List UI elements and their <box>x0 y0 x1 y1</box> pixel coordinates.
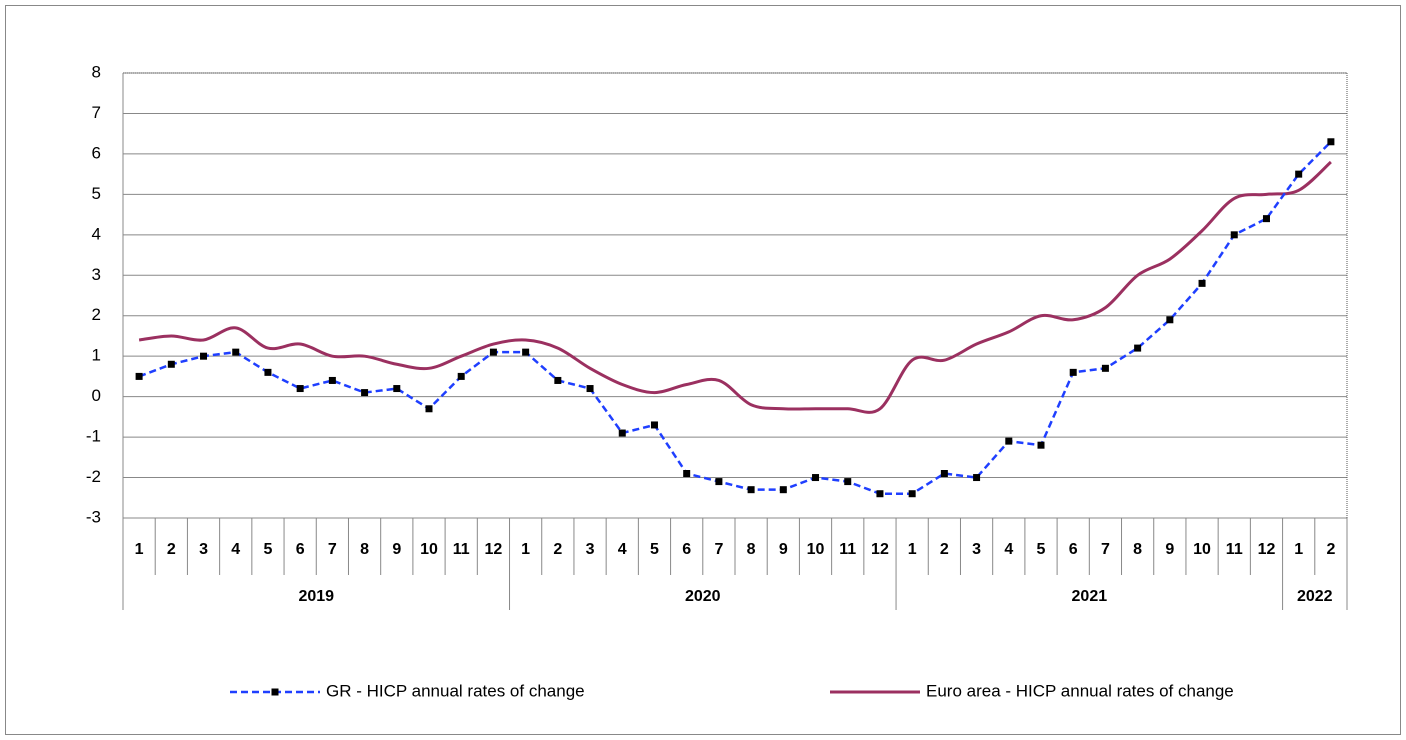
y-tick-label: 5 <box>92 184 101 203</box>
y-tick-label: -2 <box>86 467 101 486</box>
point-marker <box>812 474 820 482</box>
x-tick-label: 11 <box>453 541 470 558</box>
x-tick-label: 5 <box>650 541 659 558</box>
point-marker <box>940 470 948 477</box>
y-tick-label: 7 <box>92 103 101 122</box>
point-marker <box>1198 279 1206 287</box>
point-marker <box>1327 138 1335 146</box>
point-marker <box>973 474 981 482</box>
x-tick-label: 4 <box>231 541 240 558</box>
point-marker <box>554 376 562 384</box>
point-marker <box>135 372 143 380</box>
point-marker <box>618 429 626 437</box>
point-marker <box>1295 170 1303 178</box>
series-line <box>138 160 1332 414</box>
x-tick-label: 8 <box>1133 541 1142 558</box>
y-tick-label: 8 <box>92 62 101 81</box>
point-marker <box>779 486 787 494</box>
y-tick-label: -3 <box>86 507 101 526</box>
x-tick-label: 12 <box>871 541 889 558</box>
point-marker <box>361 389 369 397</box>
x-tick-label: 5 <box>1037 541 1046 558</box>
chart-frame <box>5 5 1401 735</box>
x-tick-label: 3 <box>972 541 981 558</box>
x-tick-label: 8 <box>747 541 756 558</box>
x-tick-label: 5 <box>263 541 272 558</box>
point-marker <box>296 385 304 393</box>
x-tick-label: 12 <box>485 541 503 558</box>
point-marker <box>844 478 852 486</box>
x-tick-label: 2 <box>940 541 949 558</box>
point-marker <box>328 376 336 384</box>
point-marker <box>264 368 272 376</box>
y-tick-label: -1 <box>86 427 101 446</box>
x-tick-label: 2 <box>167 541 176 558</box>
x-tick-label: 1 <box>1294 541 1303 558</box>
x-tick-label: 3 <box>199 541 208 558</box>
point-marker <box>200 352 208 360</box>
x-tick-label: 12 <box>1258 541 1276 558</box>
x-tick-label: 1 <box>521 541 530 558</box>
x-tick-label: 10 <box>807 541 825 558</box>
point-marker <box>1166 316 1174 324</box>
x-tick-label: 1 <box>908 541 917 558</box>
point-marker <box>876 490 884 498</box>
y-tick-label: 6 <box>92 143 101 162</box>
x-group-label: 2020 <box>685 588 721 605</box>
x-tick-label: 9 <box>779 541 788 558</box>
point-marker <box>457 372 465 380</box>
point-marker <box>747 486 755 494</box>
x-tick-label: 6 <box>296 541 305 558</box>
x-tick-label: 10 <box>420 541 438 558</box>
x-tick-label: 1 <box>135 541 144 558</box>
x-tick-label: 3 <box>586 541 595 558</box>
point-marker <box>908 490 916 498</box>
x-tick-label: 7 <box>714 541 723 558</box>
x-group-label: 2019 <box>298 588 334 605</box>
point-marker <box>650 421 658 429</box>
x-tick-label: 2 <box>553 541 562 558</box>
legend-label: Euro area - HICP annual rates of change <box>926 681 1234 700</box>
x-tick-label: 6 <box>1069 541 1078 558</box>
point-marker <box>425 405 433 413</box>
x-group-label: 2021 <box>1072 588 1108 605</box>
point-marker <box>232 348 240 356</box>
point-marker <box>586 385 594 393</box>
x-tick-label: 7 <box>1101 541 1110 558</box>
point-marker <box>1005 437 1013 445</box>
x-tick-label: 4 <box>1004 541 1013 558</box>
y-tick-label: 2 <box>92 305 101 324</box>
point-marker <box>1230 231 1238 239</box>
point-marker <box>1134 344 1142 352</box>
x-tick-label: 11 <box>839 541 856 558</box>
point-marker <box>167 360 175 368</box>
point-marker <box>715 478 723 486</box>
x-tick-label: 9 <box>1165 541 1174 558</box>
point-marker <box>1037 441 1045 449</box>
point-marker <box>1069 368 1077 376</box>
x-tick-label: 11 <box>1226 541 1243 558</box>
legend-label: GR - HICP annual rates of change <box>326 681 585 700</box>
point-marker <box>489 348 497 356</box>
y-tick-label: 0 <box>92 386 101 405</box>
x-group-label: 2022 <box>1297 588 1333 605</box>
y-tick-label: 3 <box>92 265 101 284</box>
y-tick-label: 4 <box>92 224 101 243</box>
x-tick-label: 9 <box>392 541 401 558</box>
x-tick-label: 8 <box>360 541 369 558</box>
y-tick-label: 1 <box>92 346 101 365</box>
point-marker <box>683 470 691 477</box>
x-tick-label: 6 <box>682 541 691 558</box>
point-marker <box>522 348 530 356</box>
x-tick-label: 4 <box>618 541 627 558</box>
point-marker <box>393 385 401 393</box>
point-marker <box>1262 215 1270 223</box>
series-line <box>138 140 1332 495</box>
legend-marker <box>271 688 279 696</box>
x-tick-label: 7 <box>328 541 337 558</box>
point-marker <box>1101 364 1109 372</box>
x-tick-label: 10 <box>1193 541 1211 558</box>
x-tick-label: 2 <box>1326 541 1335 558</box>
